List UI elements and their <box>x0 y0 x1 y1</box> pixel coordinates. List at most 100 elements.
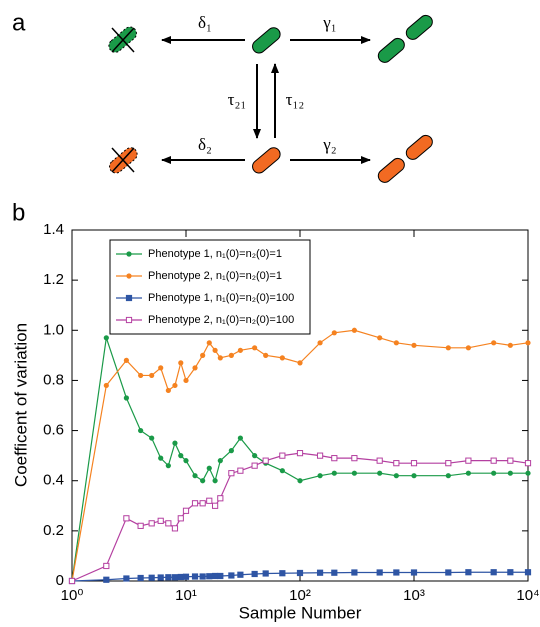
x-tick-label: 10² <box>289 587 311 604</box>
y-tick-label: 1.2 <box>43 271 64 288</box>
point <box>192 473 198 479</box>
y-tick-label: 0.4 <box>43 472 64 489</box>
point <box>507 470 513 476</box>
point <box>297 478 303 484</box>
legend-marker <box>125 316 133 324</box>
point <box>524 569 532 576</box>
point <box>158 365 164 371</box>
point <box>331 455 338 462</box>
point <box>138 427 144 434</box>
cell <box>377 37 405 63</box>
point <box>262 570 269 577</box>
point <box>178 453 184 459</box>
rate-label: τ₁₂ <box>286 90 305 109</box>
point <box>123 515 130 522</box>
rate-label: τ₂₁ <box>228 90 247 109</box>
point <box>191 573 199 580</box>
point <box>123 395 129 401</box>
point <box>279 355 285 361</box>
plot-frame <box>71 229 529 582</box>
point <box>445 569 452 576</box>
point <box>393 460 400 467</box>
legend-label: Phenotype 1, n₁(0)=n₂(0)=1 <box>148 248 282 260</box>
point <box>228 470 235 477</box>
point <box>410 569 418 576</box>
point <box>393 473 399 479</box>
panel-label: b <box>12 199 25 226</box>
x-tick-label: 10⁴ <box>516 587 539 604</box>
point <box>158 455 164 461</box>
point <box>411 473 417 479</box>
point <box>331 569 338 576</box>
chart: b Sample Number Coefficent of variation … <box>11 199 539 622</box>
point <box>68 577 76 585</box>
point <box>377 470 383 476</box>
point <box>206 573 213 580</box>
y-tick-label: 0.2 <box>43 522 64 539</box>
point <box>376 457 383 464</box>
point <box>148 520 155 527</box>
cell <box>377 157 405 183</box>
point <box>183 458 189 464</box>
point <box>377 335 383 341</box>
point <box>178 360 184 366</box>
point <box>317 340 323 346</box>
point <box>507 342 513 348</box>
point <box>103 562 110 570</box>
rate-label: δ₂ <box>198 135 212 154</box>
diagram: a δ₁ γ₁ τ₂₁ τ₁₂ δ₂ γ₂ <box>12 9 433 183</box>
point <box>217 458 223 464</box>
point <box>192 365 198 371</box>
legend-marker <box>125 294 133 302</box>
point <box>200 478 206 484</box>
point <box>199 573 206 580</box>
cell <box>405 14 433 40</box>
point <box>237 571 244 578</box>
point <box>393 569 400 576</box>
point <box>279 452 286 459</box>
point <box>491 340 497 346</box>
point <box>177 515 184 522</box>
point <box>331 470 337 476</box>
legend-marker <box>126 251 132 257</box>
point <box>171 525 179 532</box>
cell <box>252 27 281 54</box>
legend-marker <box>126 273 132 279</box>
point <box>148 574 155 581</box>
point <box>445 460 452 467</box>
point <box>490 457 497 464</box>
legend-box <box>109 239 311 335</box>
point <box>206 465 212 471</box>
y-tick-label: 0.6 <box>43 422 64 439</box>
point <box>351 569 358 576</box>
point <box>123 575 130 582</box>
point <box>228 448 234 454</box>
point <box>171 574 179 581</box>
point <box>317 473 323 479</box>
point <box>237 467 244 474</box>
point <box>217 572 224 580</box>
point <box>490 569 497 576</box>
point <box>351 327 357 333</box>
point <box>103 335 109 341</box>
series-line <box>71 329 529 582</box>
point <box>217 495 224 502</box>
point <box>252 345 258 351</box>
point <box>165 520 172 527</box>
point <box>507 457 514 464</box>
point <box>316 569 324 576</box>
point <box>351 470 357 476</box>
legend-label: Phenotype 2, n₁(0)=n₂(0)=100 <box>148 314 294 326</box>
point <box>251 462 258 469</box>
point <box>263 352 269 358</box>
point <box>465 457 472 464</box>
y-tick-label: 1.0 <box>43 321 64 338</box>
y-tick-label: 0 <box>56 572 64 589</box>
point <box>445 473 451 479</box>
legend-label: Phenotype 1, n₁(0)=n₂(0)=100 <box>148 292 294 304</box>
point <box>183 377 189 384</box>
point <box>252 453 258 459</box>
point <box>279 570 286 577</box>
point <box>316 452 324 459</box>
point <box>525 470 531 476</box>
